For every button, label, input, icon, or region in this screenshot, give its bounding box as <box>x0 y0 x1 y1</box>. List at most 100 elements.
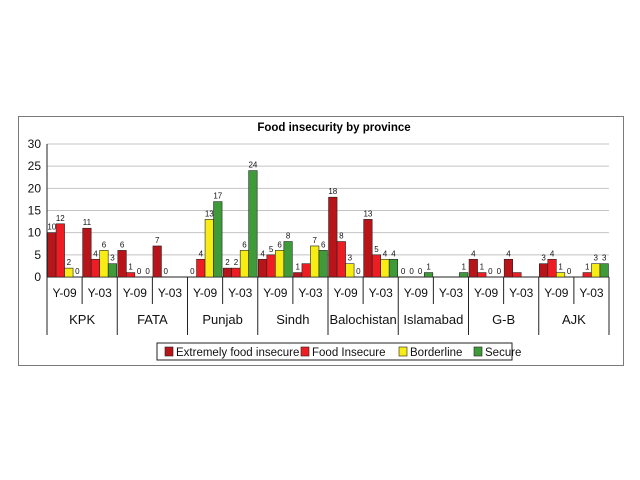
group-label-sindh: Sindh <box>276 312 309 327</box>
bar-food-insecure <box>301 263 311 278</box>
data-label: 6 <box>321 240 326 249</box>
data-label: 7 <box>312 236 317 245</box>
x-tick-label: Y-03 <box>579 286 604 300</box>
data-label: 0 <box>190 267 195 276</box>
data-label: 4 <box>550 249 555 258</box>
data-label: 24 <box>248 161 257 170</box>
data-label: 12 <box>56 214 65 223</box>
y-tick-label: 5 <box>34 248 41 262</box>
group-label-islamabad: Islamabad <box>403 312 463 327</box>
data-label: 0 <box>409 267 414 276</box>
bar-extremely-food-insecure <box>363 219 373 278</box>
bar-extremely-food-insecure <box>47 232 57 278</box>
data-label: 1 <box>295 263 300 272</box>
data-label: 0 <box>497 267 502 276</box>
data-label: 5 <box>374 245 379 254</box>
data-label: 6 <box>277 240 282 249</box>
data-label: 0 <box>567 267 572 276</box>
bar-extremely-food-insecure <box>293 272 303 278</box>
chart-frame: Food insecurity by province 0 5 10 15 20 25 30 Y… <box>18 116 624 366</box>
data-label: 4 <box>93 249 98 258</box>
bar-extremely-food-insecure <box>468 258 478 278</box>
data-label: 3 <box>602 254 607 263</box>
data-label: 18 <box>328 187 337 196</box>
data-label: 0 <box>145 267 150 276</box>
legend-swatch-food-insecure <box>300 346 310 357</box>
y-tick-label: 20 <box>28 181 42 195</box>
data-label: 0 <box>401 267 406 276</box>
data-label: 4 <box>471 249 476 258</box>
x-tick-label: Y-09 <box>193 286 218 300</box>
data-label: 1 <box>426 263 431 272</box>
bar-food-insecure <box>582 272 592 278</box>
y-tick-label: 25 <box>28 159 42 173</box>
data-label: 3 <box>110 254 115 263</box>
bar-food-insecure <box>231 267 241 278</box>
bar-secure <box>248 170 258 278</box>
legend-box <box>156 342 513 361</box>
data-label: 8 <box>339 232 344 241</box>
data-label: 5 <box>269 245 274 254</box>
data-label: 3 <box>541 254 546 263</box>
bar-food-insecure <box>371 254 381 278</box>
bar-extremely-food-insecure <box>222 267 232 278</box>
data-label: 0 <box>418 267 423 276</box>
x-tick-label: Y-03 <box>369 286 394 300</box>
bar-extremely-food-insecure <box>503 258 513 278</box>
bar-borderline <box>556 272 566 278</box>
y-tick-label: 0 <box>34 270 41 284</box>
data-label: 0 <box>356 267 361 276</box>
bar-secure <box>318 250 328 278</box>
data-label: 4 <box>199 249 204 258</box>
x-tick-label: Y-09 <box>52 286 77 300</box>
data-label: 0 <box>488 267 493 276</box>
data-label: 0 <box>137 267 142 276</box>
bar-borderline <box>204 219 214 278</box>
data-label: 0 <box>163 267 168 276</box>
data-label: 6 <box>242 240 247 249</box>
data-label: 3 <box>593 254 598 263</box>
bar-borderline <box>99 250 109 278</box>
data-label: 1 <box>461 263 466 272</box>
bar-borderline <box>310 245 320 278</box>
group-label-fata: FATA <box>137 312 168 327</box>
legend-swatch-secure <box>473 346 483 357</box>
data-label: 17 <box>213 192 222 201</box>
bar-extremely-food-insecure <box>328 196 338 278</box>
bar-borderline <box>591 263 601 278</box>
bar-secure <box>459 272 469 278</box>
data-label: 1 <box>558 263 563 272</box>
bar-extremely-food-insecure <box>258 258 268 278</box>
bar-food-insecure <box>266 254 276 278</box>
data-label: 10 <box>47 223 56 232</box>
bar-food-insecure <box>336 241 346 278</box>
data-label: 4 <box>383 249 388 258</box>
bar-extremely-food-insecure <box>82 227 92 278</box>
bar-secure <box>388 258 398 278</box>
bar-food-insecure <box>547 258 557 278</box>
x-tick-label: Y-09 <box>474 286 499 300</box>
data-label: 6 <box>102 240 107 249</box>
data-label: 2 <box>67 258 72 267</box>
bar-food-insecure <box>196 258 206 278</box>
bar-extremely-food-insecure <box>539 263 549 278</box>
group-label-punjab: Punjab <box>202 312 242 327</box>
data-label: 4 <box>391 249 396 258</box>
bar-borderline <box>239 250 249 278</box>
x-tick-label: Y-03 <box>228 286 253 300</box>
data-label: 1 <box>128 263 133 272</box>
bar-secure <box>283 241 293 278</box>
data-label: 0 <box>75 267 80 276</box>
data-label: 7 <box>155 236 160 245</box>
legend-label: Extremely food insecure <box>176 347 299 359</box>
bar-borderline <box>64 267 74 278</box>
x-tick-label: Y-09 <box>544 286 569 300</box>
bar-secure <box>213 201 223 278</box>
data-label: 1 <box>480 263 485 272</box>
bar-food-insecure <box>477 272 487 278</box>
bar-secure <box>599 263 609 278</box>
data-label: 11 <box>83 218 92 227</box>
legend-swatch-borderline <box>398 346 408 357</box>
legend-label: Secure <box>485 347 521 359</box>
data-label: 4 <box>260 249 265 258</box>
